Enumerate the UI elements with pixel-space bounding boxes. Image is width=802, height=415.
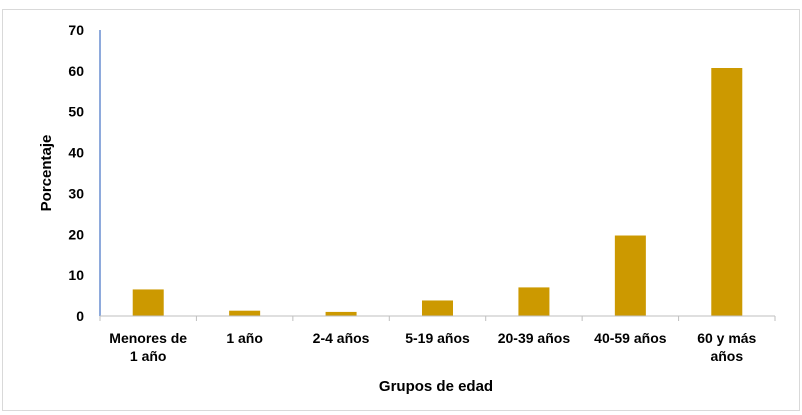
x-tick-label: Menores de 1 año: [109, 330, 187, 364]
chart-frame: [2, 9, 800, 411]
bar: [711, 67, 743, 316]
x-axis-ticks: Menores de 1 año 1 año 2-4 años 5-19 años 20-…: [99, 316, 776, 364]
x-axis-title: Grupos de edad: [379, 378, 493, 395]
x-tick-label: 5-19 años: [405, 330, 470, 346]
bar: [229, 310, 261, 316]
y-tick-label: 60: [68, 63, 84, 79]
x-tick-label: 20-39 años: [498, 330, 571, 346]
bar: [325, 311, 357, 316]
y-tick-label: 30: [68, 185, 84, 201]
bar: [132, 289, 164, 316]
x-tick-label: 1 año: [226, 330, 263, 346]
y-tick-label: 10: [68, 267, 84, 283]
x-tick-label: 60 y más años: [697, 330, 756, 364]
y-axis-title: Porcentaje: [38, 135, 55, 212]
y-tick-label: 70: [68, 22, 84, 38]
bar: [614, 235, 646, 316]
y-tick-label: 50: [68, 104, 84, 120]
bars: [132, 67, 743, 316]
x-tick-label: 40-59 años: [594, 330, 667, 346]
y-tick-label: 20: [68, 226, 84, 242]
x-tick-label: 2-4 años: [313, 330, 370, 346]
y-tick-label: 0: [76, 308, 84, 324]
bar: [518, 287, 550, 316]
y-tick-label: 40: [68, 145, 84, 161]
bar: [422, 300, 453, 316]
y-axis-ticks: 0 10 20 30 40 50 60 70: [68, 22, 84, 324]
